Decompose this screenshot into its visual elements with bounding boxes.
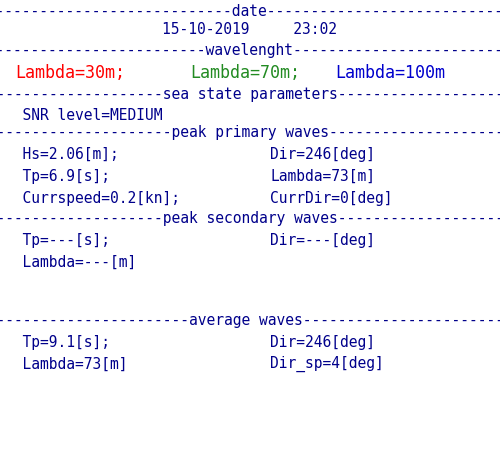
Text: Dir=246[deg]: Dir=246[deg] [270,334,375,349]
Text: Dir=---[deg]: Dir=---[deg] [270,233,375,247]
Text: 15-10-2019     23:02: 15-10-2019 23:02 [162,23,338,38]
Text: Dir_sp=4[deg]: Dir_sp=4[deg] [270,356,384,372]
Text: Lambda=73[m]: Lambda=73[m] [5,357,128,372]
Text: Tp=9.1[s];: Tp=9.1[s]; [5,334,110,349]
Text: Lambda=73[m]: Lambda=73[m] [270,169,375,184]
Text: ----------------------peak primary waves----------------------: ----------------------peak primary waves… [0,125,500,140]
Text: SNR level=MEDIUM: SNR level=MEDIUM [5,107,162,122]
Text: Hs=2.06[m];: Hs=2.06[m]; [5,146,119,162]
Text: Lambda=100m: Lambda=100m [335,64,445,82]
Text: Lambda=30m;: Lambda=30m; [15,64,125,82]
Text: Lambda=---[m]: Lambda=---[m] [5,254,136,269]
Text: ------------------------average waves-------------------------: ------------------------average waves---… [0,312,500,327]
Text: Lambda=70m;: Lambda=70m; [190,64,300,82]
Text: Dir=246[deg]: Dir=246[deg] [270,146,375,162]
Text: Tp=6.9[s];: Tp=6.9[s]; [5,169,110,184]
Text: --------------------------wavelenght--------------------------: --------------------------wavelenght----… [0,42,500,57]
Text: ---------------------peak secondary waves---------------------: ---------------------peak secondary wave… [0,211,500,226]
Text: Tp=---[s];: Tp=---[s]; [5,233,110,247]
Text: ---------------------sea state parameters---------------------: ---------------------sea state parameter… [0,88,500,103]
Text: CurrDir=0[deg]: CurrDir=0[deg] [270,190,392,205]
Text: Currspeed=0.2[kn];: Currspeed=0.2[kn]; [5,190,180,205]
Text: -----------------------------date-----------------------------: -----------------------------date-------… [0,3,500,18]
